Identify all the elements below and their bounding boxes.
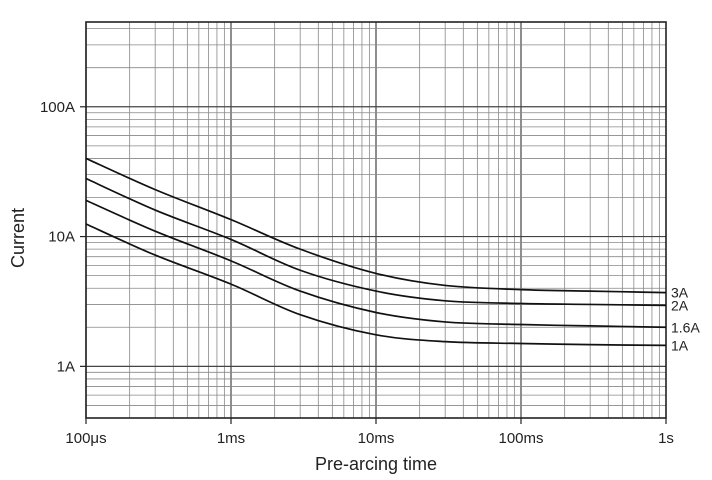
series-label-2A: 2A: [671, 297, 689, 313]
y-tick-label: 100A: [40, 99, 75, 116]
series-line-3A: [85, 157, 667, 294]
y-tick-label: 1A: [57, 358, 75, 375]
x-axis-title: Pre-arcing time: [315, 454, 437, 474]
series-lines: [85, 157, 667, 347]
series-line-2A: [85, 177, 667, 307]
y-axis-title: Current: [8, 208, 28, 268]
series-label-3A: 3A: [671, 285, 689, 301]
y-tick-label: 10A: [48, 229, 75, 246]
x-tick-label: 100μs: [65, 430, 106, 447]
series-line-1.6A: [85, 199, 667, 329]
x-tick-label: 1ms: [217, 430, 245, 447]
x-tick-label: 100ms: [498, 430, 543, 447]
series-line-1A: [85, 223, 667, 347]
x-tick-label: 10ms: [358, 430, 395, 447]
grid: [85, 22, 666, 418]
axis-ticks: [80, 106, 667, 424]
x-tick-label: 1s: [658, 430, 674, 447]
series-label-1A: 1A: [671, 337, 689, 353]
series-label-1.6A: 1.6A: [671, 319, 700, 335]
